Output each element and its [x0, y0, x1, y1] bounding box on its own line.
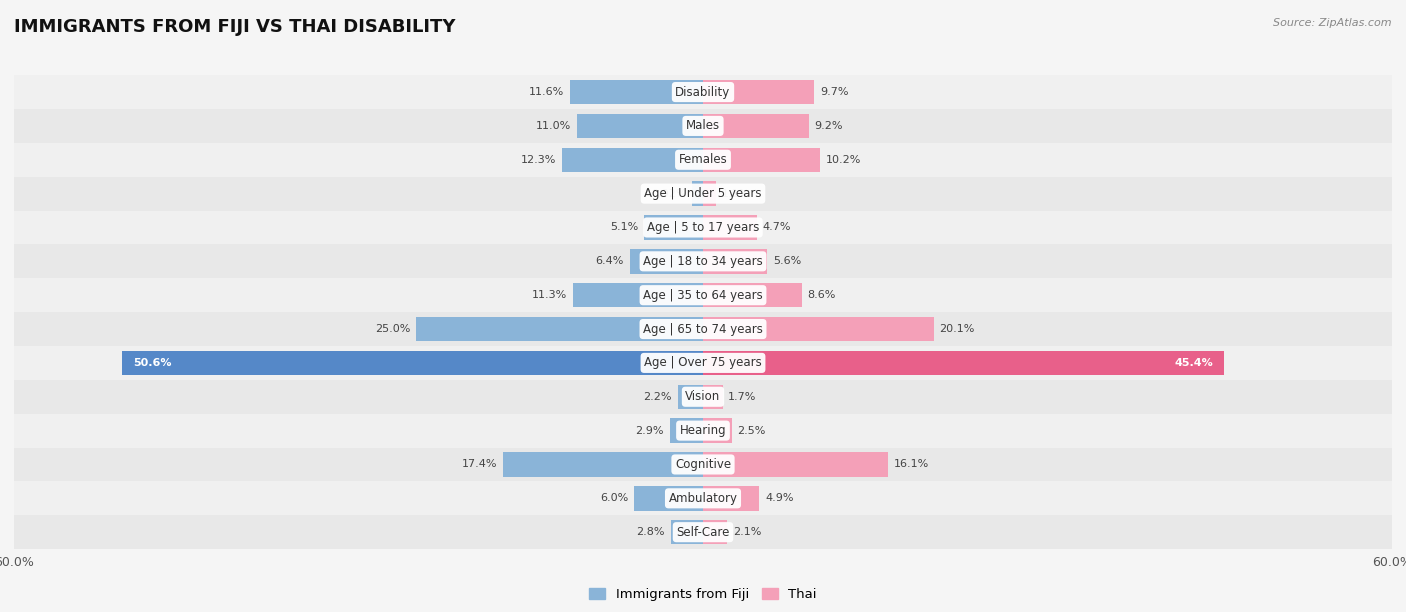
Bar: [703, 283, 801, 307]
Bar: [703, 80, 814, 104]
Bar: [703, 452, 887, 477]
Text: 10.2%: 10.2%: [825, 155, 862, 165]
FancyBboxPatch shape: [14, 278, 1392, 312]
Text: Age | Under 5 years: Age | Under 5 years: [644, 187, 762, 200]
Bar: [703, 419, 731, 443]
Bar: [562, 147, 703, 172]
Text: 5.6%: 5.6%: [773, 256, 801, 266]
Text: Females: Females: [679, 153, 727, 166]
Text: 2.5%: 2.5%: [738, 425, 766, 436]
Bar: [630, 249, 703, 274]
FancyBboxPatch shape: [14, 380, 1392, 414]
Bar: [678, 384, 703, 409]
Text: 0.92%: 0.92%: [651, 188, 686, 199]
Text: 2.9%: 2.9%: [636, 425, 664, 436]
Bar: [576, 114, 703, 138]
Text: 45.4%: 45.4%: [1174, 358, 1213, 368]
FancyBboxPatch shape: [14, 177, 1392, 211]
Text: IMMIGRANTS FROM FIJI VS THAI DISABILITY: IMMIGRANTS FROM FIJI VS THAI DISABILITY: [14, 18, 456, 36]
Text: Self-Care: Self-Care: [676, 526, 730, 539]
Bar: [634, 486, 703, 510]
Bar: [703, 215, 756, 240]
Bar: [703, 384, 723, 409]
Text: 6.0%: 6.0%: [600, 493, 628, 503]
Bar: [644, 215, 703, 240]
FancyBboxPatch shape: [14, 244, 1392, 278]
Text: Age | 35 to 64 years: Age | 35 to 64 years: [643, 289, 763, 302]
Text: 9.2%: 9.2%: [814, 121, 842, 131]
Bar: [703, 486, 759, 510]
Text: 4.9%: 4.9%: [765, 493, 793, 503]
Bar: [703, 317, 934, 341]
Text: Age | Over 75 years: Age | Over 75 years: [644, 356, 762, 370]
Text: 20.1%: 20.1%: [939, 324, 974, 334]
Text: 11.0%: 11.0%: [536, 121, 571, 131]
Bar: [671, 520, 703, 544]
Text: Males: Males: [686, 119, 720, 132]
Text: 1.7%: 1.7%: [728, 392, 756, 401]
Text: Source: ZipAtlas.com: Source: ZipAtlas.com: [1274, 18, 1392, 28]
Text: 17.4%: 17.4%: [463, 460, 498, 469]
Legend: Immigrants from Fiji, Thai: Immigrants from Fiji, Thai: [583, 582, 823, 606]
Text: 2.8%: 2.8%: [637, 527, 665, 537]
Text: 50.6%: 50.6%: [134, 358, 172, 368]
Text: Disability: Disability: [675, 86, 731, 99]
Bar: [574, 283, 703, 307]
Bar: [703, 181, 716, 206]
Bar: [703, 147, 820, 172]
Bar: [569, 80, 703, 104]
FancyBboxPatch shape: [14, 447, 1392, 482]
Bar: [503, 452, 703, 477]
Text: 11.6%: 11.6%: [529, 87, 564, 97]
Bar: [416, 317, 703, 341]
FancyBboxPatch shape: [14, 482, 1392, 515]
Bar: [703, 520, 727, 544]
Bar: [122, 351, 703, 375]
FancyBboxPatch shape: [14, 346, 1392, 380]
Text: Age | 5 to 17 years: Age | 5 to 17 years: [647, 221, 759, 234]
Text: Age | 18 to 34 years: Age | 18 to 34 years: [643, 255, 763, 268]
Text: 25.0%: 25.0%: [375, 324, 411, 334]
Text: 12.3%: 12.3%: [520, 155, 555, 165]
FancyBboxPatch shape: [14, 414, 1392, 447]
FancyBboxPatch shape: [14, 109, 1392, 143]
FancyBboxPatch shape: [14, 211, 1392, 244]
Text: 5.1%: 5.1%: [610, 223, 638, 233]
Bar: [669, 419, 703, 443]
Text: 4.7%: 4.7%: [762, 223, 792, 233]
Text: 16.1%: 16.1%: [894, 460, 929, 469]
Text: 1.1%: 1.1%: [721, 188, 749, 199]
Text: 9.7%: 9.7%: [820, 87, 849, 97]
FancyBboxPatch shape: [14, 143, 1392, 177]
FancyBboxPatch shape: [14, 312, 1392, 346]
Bar: [703, 351, 1225, 375]
Text: 8.6%: 8.6%: [807, 290, 835, 300]
Bar: [692, 181, 703, 206]
Bar: [703, 249, 768, 274]
FancyBboxPatch shape: [14, 75, 1392, 109]
Text: 2.1%: 2.1%: [733, 527, 761, 537]
Text: Hearing: Hearing: [679, 424, 727, 437]
Text: Ambulatory: Ambulatory: [668, 492, 738, 505]
Text: 11.3%: 11.3%: [533, 290, 568, 300]
Text: Age | 65 to 74 years: Age | 65 to 74 years: [643, 323, 763, 335]
Text: 6.4%: 6.4%: [595, 256, 624, 266]
Text: Cognitive: Cognitive: [675, 458, 731, 471]
Bar: [703, 114, 808, 138]
Text: Vision: Vision: [685, 390, 721, 403]
FancyBboxPatch shape: [14, 515, 1392, 549]
Text: 2.2%: 2.2%: [644, 392, 672, 401]
